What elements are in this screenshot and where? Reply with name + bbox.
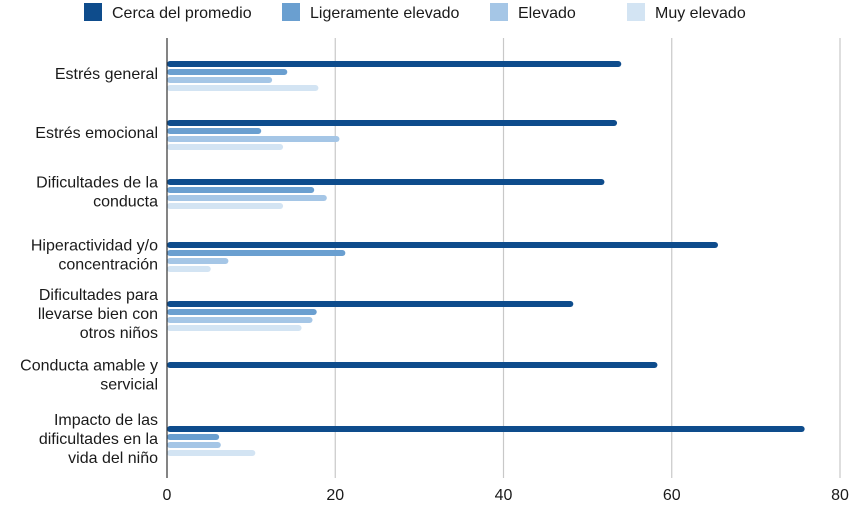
legend-swatch	[490, 3, 508, 21]
category-labels: Estrés general Estrés emocional Dificultad…	[20, 66, 158, 467]
legend-label: Elevado	[518, 5, 576, 22]
bar-3-1	[167, 77, 273, 83]
category-label-line: llevarse bien con	[38, 306, 158, 323]
category-label-line: Conducta amable y	[20, 358, 158, 375]
legend-item-3[interactable]: Elevado	[490, 3, 576, 22]
legend-swatch	[627, 3, 645, 21]
bar-1-6	[167, 362, 658, 368]
bar-4-2	[167, 144, 284, 150]
legend-label: Cerca del promedio	[112, 5, 252, 22]
bar-1-2	[167, 120, 618, 126]
bar-2-2	[167, 128, 262, 134]
category-label-5: Dificultades para llevarse bien con otros …	[38, 287, 158, 342]
bar-2-3	[167, 187, 315, 193]
bar-3-7	[167, 442, 221, 448]
category-label-line: conducta	[93, 194, 158, 211]
x-tick-60: 60	[663, 487, 681, 504]
category-label-line: Estrés general	[55, 66, 158, 83]
category-label-1: Estrés general	[55, 66, 158, 83]
category-label-line: Dificultades de la	[36, 175, 158, 192]
category-label-line: servicial	[100, 377, 158, 394]
bar-2-4	[167, 250, 346, 256]
bar-3-5	[167, 317, 313, 323]
x-tick-labels: 0 20 40 60 80	[163, 487, 849, 504]
legend-label: Muy elevado	[655, 5, 746, 22]
category-label-line: dificultades en la	[39, 431, 158, 448]
bar-3-2	[167, 136, 340, 142]
category-label-3: Dificultades de la conducta	[36, 175, 158, 211]
bar-1-4	[167, 242, 719, 248]
grid-lines	[334, 38, 841, 478]
x-tick-80: 80	[831, 487, 849, 504]
bar-4-7	[167, 450, 256, 456]
bar-4-5	[167, 325, 302, 331]
bar-1-5	[167, 301, 574, 307]
legend-label: Ligeramente elevado	[310, 5, 460, 22]
category-label-line: Estrés emocional	[35, 125, 158, 142]
legend-item-2[interactable]: Ligeramente elevado	[282, 3, 460, 22]
category-label-line: concentración	[58, 257, 158, 274]
legend-item-4[interactable]: Muy elevado	[627, 3, 746, 22]
bar-1-1	[167, 61, 622, 67]
category-label-2: Estrés emocional	[35, 125, 158, 142]
category-label-line: otros niños	[80, 325, 158, 342]
bar-1-3	[167, 179, 605, 185]
legend-item-1[interactable]: Cerca del promedio	[84, 3, 252, 22]
category-label-6: Conducta amable y servicial	[20, 358, 158, 394]
legend[interactable]: Cerca del promedio Ligeramente elevado Ele…	[84, 3, 746, 22]
category-label-4: Hiperactividad y/o concentración	[31, 238, 158, 274]
bar-2-7	[167, 434, 220, 440]
legend-swatch	[84, 3, 102, 21]
x-tick-20: 20	[326, 487, 344, 504]
bar-1-7	[167, 426, 805, 432]
category-label-7: Impacto de las dificultades en la vida del…	[39, 412, 158, 467]
x-tick-40: 40	[495, 487, 513, 504]
bar-3-3	[167, 195, 327, 201]
bar-2-5	[167, 309, 317, 315]
category-label-line: Hiperactividad y/o	[31, 238, 158, 255]
bars	[167, 61, 805, 456]
legend-swatch	[282, 3, 300, 21]
bar-4-1	[167, 85, 319, 91]
x-tick-0: 0	[163, 487, 172, 504]
bar-4-4	[167, 266, 211, 272]
bar-2-1	[167, 69, 288, 75]
category-label-line: Impacto de las	[54, 412, 158, 429]
bar-3-4	[167, 258, 229, 264]
category-label-line: vida del niño	[68, 450, 158, 467]
bar-4-3	[167, 203, 284, 209]
category-label-line: Dificultades para	[39, 287, 158, 304]
